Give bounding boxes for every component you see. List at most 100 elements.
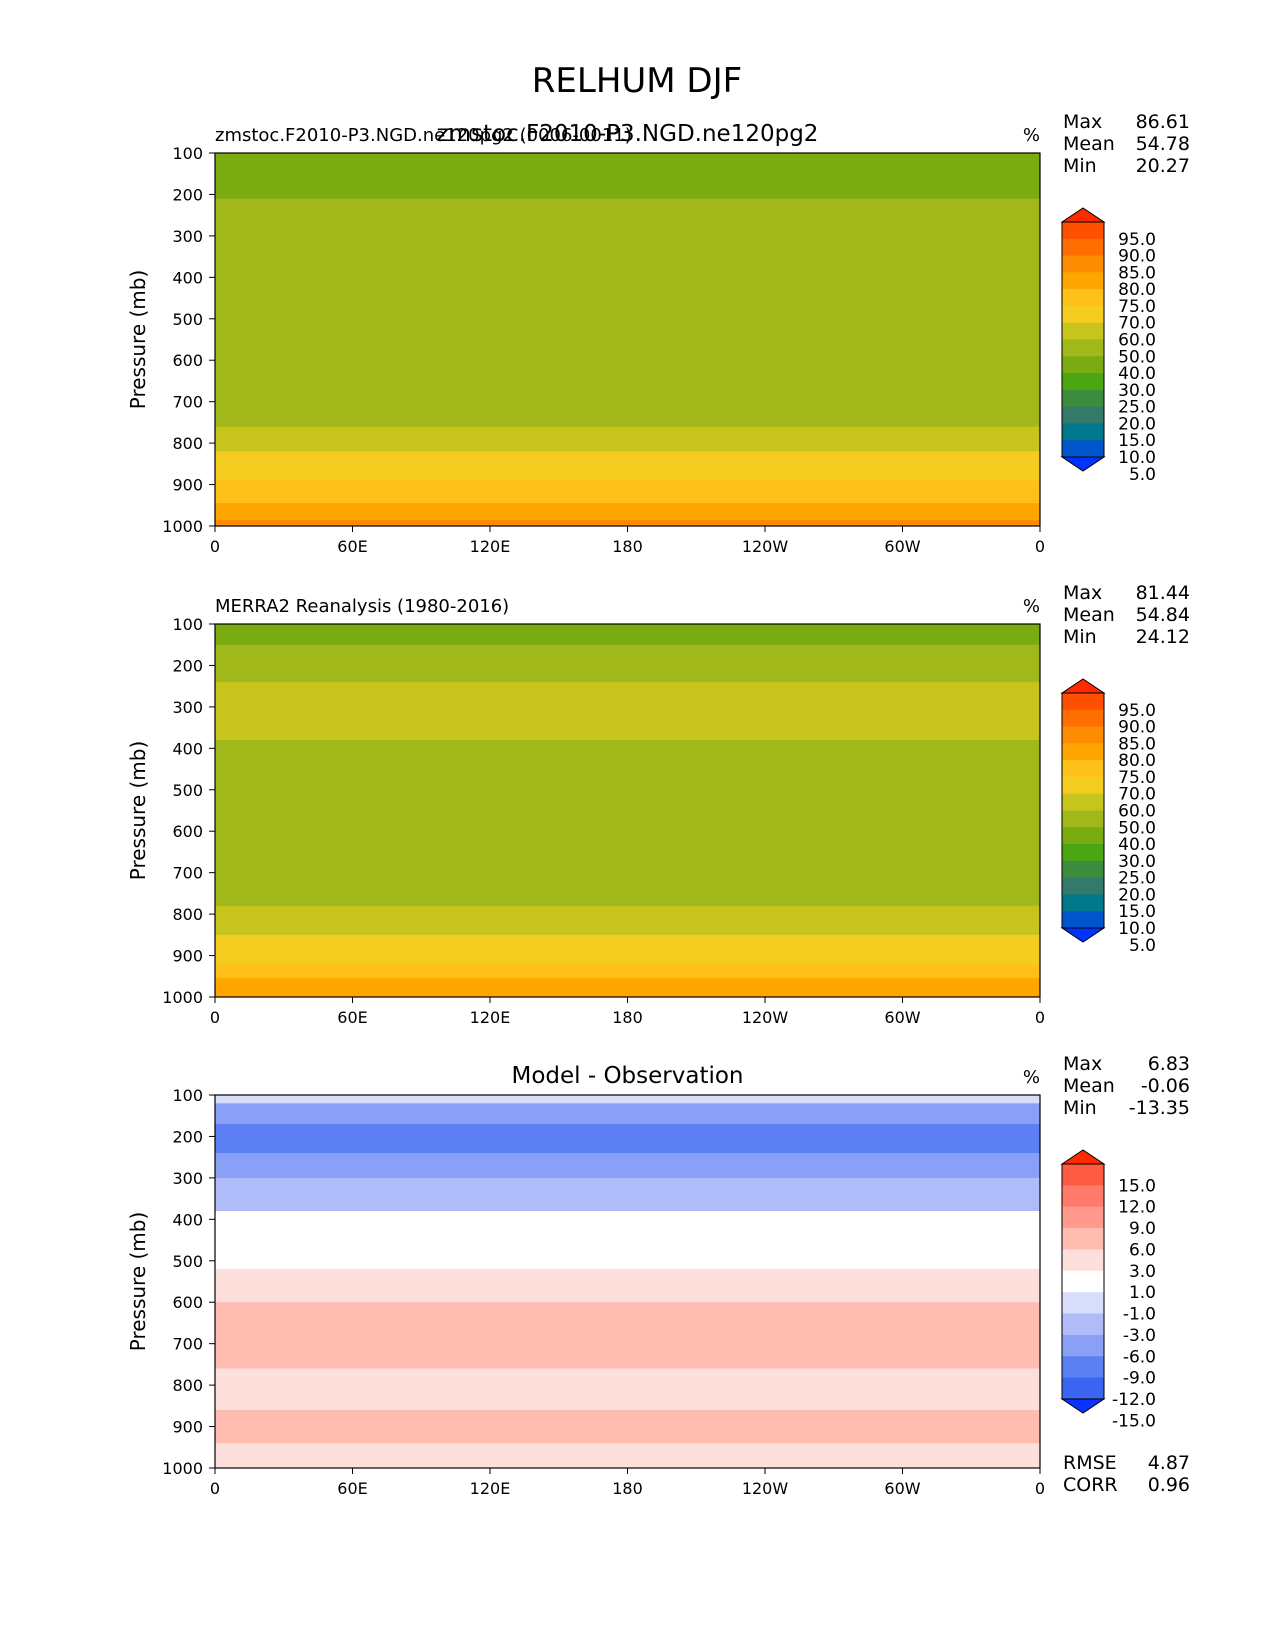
- footer-stat-value: 0.96: [1148, 1474, 1190, 1496]
- y-axis-label: Pressure (mb): [126, 741, 150, 881]
- colorbar-swatch: [1062, 1228, 1104, 1250]
- colorbar-swatch: [1062, 255, 1104, 273]
- colorbar-swatch: [1062, 238, 1104, 257]
- panel-reference: 100 200 300 400 500 600 700 800 900 1000 0 60E 120E 1…: [126, 582, 1190, 1027]
- colorbar-swatch: [1062, 305, 1104, 324]
- contour-band: [215, 1368, 1040, 1411]
- y-tick-label: 300: [172, 1169, 203, 1188]
- stat-value: 24.12: [1136, 626, 1190, 648]
- contour-band: [215, 682, 1040, 741]
- x-tick-label: 0: [210, 1008, 220, 1027]
- y-tick-label: 500: [172, 310, 203, 329]
- colorbar-label: 40.0: [1118, 835, 1156, 855]
- colorbar-label: -6.0: [1123, 1347, 1156, 1367]
- colorbar-swatch: [1062, 1206, 1104, 1229]
- contour-band: [215, 1443, 1040, 1469]
- colorbar-swatch: [1062, 1334, 1104, 1357]
- footer-stat-label: RMSE: [1063, 1452, 1117, 1474]
- x-tick-label: 0: [1035, 1479, 1045, 1498]
- y-tick-label: 400: [172, 739, 203, 758]
- colorbar-label: 60.0: [1118, 331, 1156, 351]
- colorbar-swatch: [1062, 810, 1104, 828]
- y-tick-label: 200: [172, 185, 203, 204]
- colorbar-swatch: [1062, 1164, 1104, 1186]
- stat-value: 54.78: [1136, 133, 1190, 155]
- y-tick-label: 100: [172, 615, 203, 634]
- stat-label: Mean: [1063, 1075, 1115, 1097]
- stat-label: Max: [1063, 111, 1102, 133]
- figure-title: RELHUM DJF: [532, 61, 742, 101]
- x-tick-label: 60E: [337, 1479, 367, 1498]
- colorbar-swatch: [1062, 1377, 1104, 1400]
- colorbar-label: -15.0: [1112, 1411, 1156, 1431]
- contour-band: [215, 905, 1040, 936]
- colorbar-label: 12.0: [1118, 1198, 1156, 1218]
- colorbar-label: 95.0: [1118, 230, 1156, 250]
- y-tick-label: 700: [172, 864, 203, 883]
- footer-stat-value: 4.87: [1148, 1452, 1190, 1474]
- y-tick-label: 100: [172, 1086, 203, 1105]
- colorbar-label: -1.0: [1123, 1305, 1156, 1325]
- y-tick-label: 1000: [162, 517, 203, 536]
- x-tick-label: 0: [1035, 1008, 1045, 1027]
- colorbar-swatch: [1062, 406, 1104, 424]
- contour-band: [215, 519, 1040, 527]
- x-tick-label: 0: [210, 1479, 220, 1498]
- colorbar-label: 25.0: [1118, 398, 1156, 418]
- colorbar-label: 15.0: [1118, 902, 1156, 922]
- colorbar-swatch: [1062, 423, 1104, 441]
- colorbar-swatch: [1062, 1313, 1104, 1336]
- colorbar-label: 85.0: [1118, 263, 1156, 283]
- colorbar-label: 30.0: [1118, 381, 1156, 401]
- colorbar-extend-min: [1060, 1398, 1106, 1414]
- contour-band: [215, 934, 1040, 965]
- colorbar-label: 70.0: [1118, 785, 1156, 805]
- x-tick-label: 120W: [742, 1008, 789, 1027]
- y-tick-label: 800: [172, 1376, 203, 1395]
- colorbar-swatch: [1062, 440, 1104, 458]
- colorbar-extend-max: [1060, 207, 1106, 223]
- y-tick-label: 200: [172, 1127, 203, 1146]
- colorbar-label: 1.0: [1129, 1283, 1156, 1303]
- colorbar-swatch: [1062, 877, 1104, 895]
- colorbar-swatch: [1062, 322, 1104, 340]
- stat-value: -13.35: [1129, 1097, 1190, 1119]
- colorbar-swatch: [1062, 776, 1104, 795]
- colorbar-label: 9.0: [1129, 1219, 1156, 1239]
- colorbar-label: 15.0: [1118, 1176, 1156, 1196]
- x-tick-label: 120E: [470, 1479, 511, 1498]
- colorbar-label: 80.0: [1118, 280, 1156, 300]
- colorbar-label: 25.0: [1118, 869, 1156, 889]
- colorbar-swatch: [1062, 289, 1104, 307]
- y-tick-label: 700: [172, 1335, 203, 1354]
- panel-units: %: [1023, 596, 1040, 617]
- x-tick-label: 60E: [337, 1008, 367, 1027]
- colorbar-swatch: [1062, 760, 1104, 778]
- colorbar-label: 6.0: [1129, 1240, 1156, 1260]
- colorbar-label: 90.0: [1118, 247, 1156, 267]
- panel-diff: 100 200 300 400 500 600 700 800 900 1000 0 60E 120E 1…: [126, 1053, 1190, 1498]
- stat-value: 81.44: [1136, 582, 1190, 604]
- y-tick-label: 400: [172, 268, 203, 287]
- colorbar-label: -9.0: [1123, 1369, 1156, 1389]
- colorbar-extend-max: [1060, 1149, 1106, 1165]
- y-axis-label: Pressure (mb): [126, 270, 150, 410]
- x-tick-label: 180: [612, 1479, 643, 1498]
- colorbar-extend-min: [1060, 456, 1106, 472]
- colorbar-swatch: [1062, 894, 1104, 912]
- colorbar-label: 50.0: [1118, 818, 1156, 838]
- y-tick-label: 900: [172, 476, 203, 495]
- colorbar-label: -12.0: [1112, 1390, 1156, 1410]
- footer-stat-label: CORR: [1063, 1474, 1118, 1496]
- colorbar-label: 50.0: [1118, 347, 1156, 367]
- colorbar-label: 70.0: [1118, 314, 1156, 334]
- contour-band: [215, 1211, 1040, 1270]
- stat-value: 6.83: [1148, 1053, 1190, 1075]
- colorbar-label: 3.0: [1129, 1262, 1156, 1282]
- contour-band: [215, 1153, 1040, 1179]
- x-tick-label: 180: [612, 1008, 643, 1027]
- y-axis-label: Pressure (mb): [126, 1212, 150, 1352]
- colorbar-label: 15.0: [1118, 431, 1156, 451]
- colorbar-label: 75.0: [1118, 768, 1156, 788]
- colorbar-label: 30.0: [1118, 852, 1156, 872]
